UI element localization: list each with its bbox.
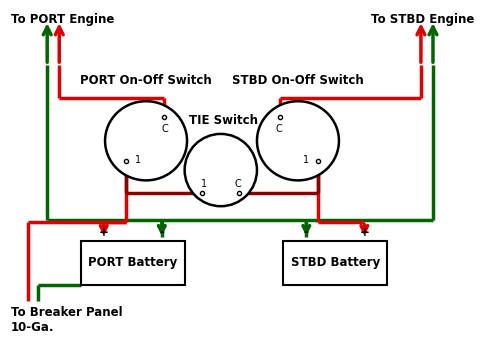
Text: -: - (303, 226, 308, 239)
Ellipse shape (105, 101, 187, 180)
Bar (283, 240, 386, 285)
Bar (81, 240, 184, 285)
Text: +: + (99, 226, 108, 239)
Text: C: C (275, 124, 282, 134)
Text: To PORT Engine: To PORT Engine (11, 14, 114, 26)
Text: STBD On-Off Switch: STBD On-Off Switch (232, 75, 363, 87)
Text: 1: 1 (303, 155, 309, 165)
Text: PORT On-Off Switch: PORT On-Off Switch (80, 75, 212, 87)
Text: PORT Battery: PORT Battery (88, 256, 177, 270)
Text: +: + (359, 226, 368, 239)
Text: 1: 1 (134, 155, 140, 165)
Text: 1: 1 (200, 179, 207, 189)
Text: To STBD Engine: To STBD Engine (370, 14, 473, 26)
Text: -: - (159, 226, 164, 239)
Text: C: C (234, 179, 241, 189)
Ellipse shape (257, 101, 338, 180)
Text: TIE Switch: TIE Switch (188, 114, 257, 127)
Text: To Breaker Panel
10-Ga.: To Breaker Panel 10-Ga. (11, 306, 122, 334)
Ellipse shape (184, 134, 257, 206)
Text: STBD Battery: STBD Battery (290, 256, 379, 270)
Text: C: C (162, 124, 168, 134)
